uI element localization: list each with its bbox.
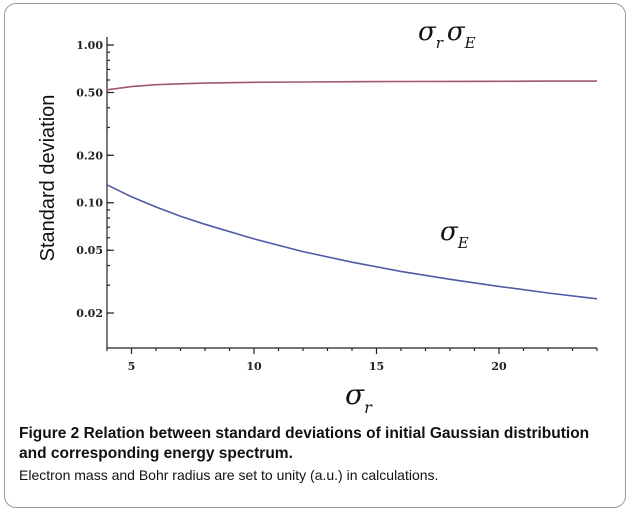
y-tick-label: 0.20 (76, 149, 103, 162)
caption-note: Electron mass and Bohr radius are set to… (19, 467, 439, 483)
y-tick-label: 1.00 (76, 39, 103, 52)
y-axis-label: Standard deviation (37, 95, 59, 262)
series-product-line (106, 80, 597, 91)
y-tick-label: 0.10 (76, 197, 103, 210)
series-label-energy: σE (440, 217, 469, 252)
chart: 5 10 15 20 0.02 0.05 0.10 0.20 0.50 1.00 Standard… (37, 17, 598, 417)
figure-caption: Figure 2 Relation between standard devia… (19, 424, 619, 485)
series-lines (106, 80, 598, 300)
ticks: 5 10 15 20 0.02 0.05 0.10 0.20 0.50 1.00 (76, 39, 598, 373)
x-tick-label: 5 (128, 360, 136, 373)
caption-title: Figure 2 Relation between standard devia… (19, 425, 590, 462)
x-tick-label: 20 (491, 360, 507, 373)
x-tick-label: 10 (246, 360, 262, 373)
y-tick-label: 0.05 (76, 244, 103, 257)
x-axis-label: σr (345, 378, 373, 417)
figure-frame (4, 3, 626, 508)
x-tick-label: 15 (369, 360, 384, 373)
series-label-product: σr σE (418, 17, 476, 52)
y-tick-label: 0.02 (76, 307, 103, 320)
y-tick-label: 0.50 (76, 86, 103, 99)
series-energy-line (106, 184, 598, 300)
